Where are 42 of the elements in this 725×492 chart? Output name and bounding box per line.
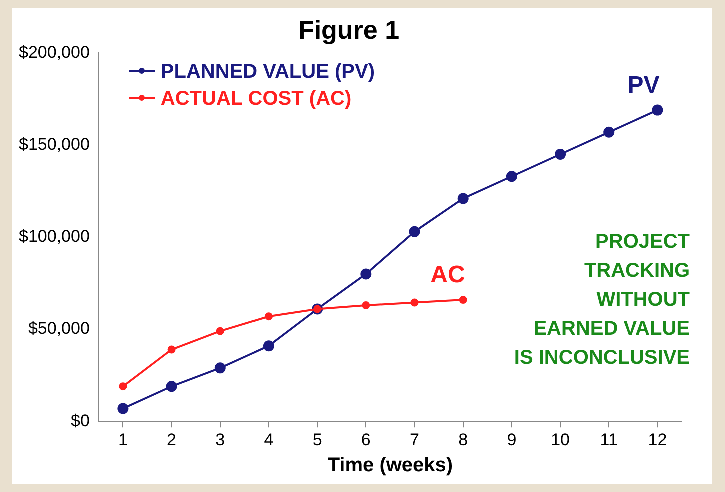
point bbox=[555, 149, 566, 160]
x-tick-label: 6 bbox=[361, 430, 371, 450]
point bbox=[409, 226, 420, 238]
x-tick-label: 10 bbox=[551, 430, 570, 450]
x-axis-title: Time (weeks) bbox=[328, 454, 454, 477]
point bbox=[360, 268, 372, 280]
y-tick-label: $200,000 bbox=[19, 42, 90, 62]
x-tick-label: 3 bbox=[216, 430, 226, 450]
point bbox=[166, 381, 178, 392]
x-tick-label: 1 bbox=[118, 430, 128, 450]
annotation: PROJECT TRACKING WITHOUT EARNED VALUE IS INCONCLUSIVE bbox=[514, 230, 690, 371]
x-tick-label: 8 bbox=[458, 430, 468, 450]
point bbox=[214, 362, 226, 374]
x-tick-label: 4 bbox=[264, 430, 274, 450]
y-tick-label: $150,000 bbox=[19, 134, 90, 154]
x-tick-label: 5 bbox=[312, 430, 322, 450]
x-tick-label: 7 bbox=[410, 430, 420, 450]
y-tick-label: $0 bbox=[70, 411, 90, 430]
point bbox=[216, 327, 224, 336]
annotation: PV bbox=[628, 72, 660, 99]
legend-label: PLANNED VALUE (PV) bbox=[160, 61, 375, 84]
point bbox=[506, 171, 518, 182]
legend-label: ACTUAL COST (AC) bbox=[160, 88, 352, 112]
point bbox=[459, 296, 468, 304]
x-tick-label: 9 bbox=[507, 430, 517, 450]
point bbox=[168, 346, 176, 354]
point bbox=[604, 126, 615, 138]
point bbox=[263, 340, 274, 352]
point bbox=[118, 403, 129, 414]
y-tick-label: $50,000 bbox=[28, 319, 90, 338]
annotation: AC bbox=[430, 262, 466, 289]
x-tick-label: 11 bbox=[600, 430, 618, 450]
y-tick-label: $100,000 bbox=[19, 227, 90, 246]
point bbox=[264, 312, 273, 321]
point bbox=[652, 104, 664, 116]
x-tick-label: 12 bbox=[648, 430, 668, 450]
point bbox=[410, 298, 419, 307]
point bbox=[458, 193, 469, 204]
chart-title: Figure 1 bbox=[298, 14, 400, 45]
x-tick-label: 2 bbox=[167, 430, 177, 450]
point bbox=[362, 302, 370, 310]
point bbox=[119, 382, 128, 391]
